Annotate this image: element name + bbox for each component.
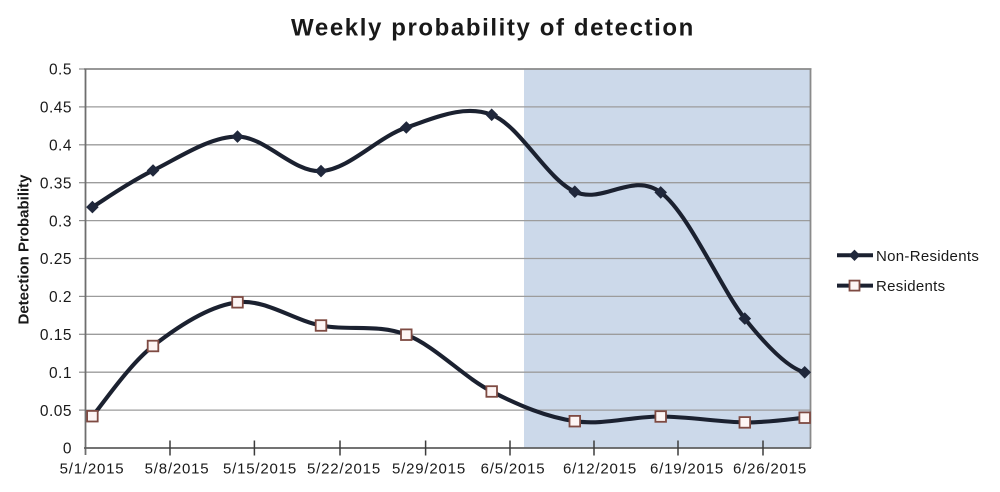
svg-text:0.1: 0.1 [49,365,72,382]
svg-text:5/15/2015: 5/15/2015 [223,461,297,478]
svg-text:0.35: 0.35 [40,175,72,192]
svg-text:Detection Probability: Detection Probability [16,174,33,325]
svg-text:0.05: 0.05 [40,403,72,420]
svg-text:6/19/2015: 6/19/2015 [650,461,724,478]
svg-text:Non-Residents: Non-Residents [876,248,979,265]
svg-text:5/1/2015: 5/1/2015 [60,461,125,478]
svg-text:6/12/2015: 6/12/2015 [563,461,637,478]
svg-text:0.5: 0.5 [49,62,72,79]
svg-text:0.25: 0.25 [40,251,72,268]
svg-text:6/26/2015: 6/26/2015 [733,461,807,478]
svg-text:6/5/2015: 6/5/2015 [481,461,546,478]
svg-text:5/22/2015: 5/22/2015 [307,461,381,478]
svg-text:0.2: 0.2 [49,289,72,306]
svg-text:5/8/2015: 5/8/2015 [145,461,210,478]
svg-text:Weekly probability of detectio: Weekly probability of detection [291,15,695,42]
svg-text:Residents: Residents [876,278,945,295]
svg-text:0.45: 0.45 [40,100,72,117]
svg-text:0.4: 0.4 [49,138,72,155]
svg-text:0.3: 0.3 [49,213,72,230]
svg-text:0: 0 [63,441,72,458]
svg-text:0.15: 0.15 [40,327,72,344]
svg-text:5/29/2015: 5/29/2015 [392,461,466,478]
